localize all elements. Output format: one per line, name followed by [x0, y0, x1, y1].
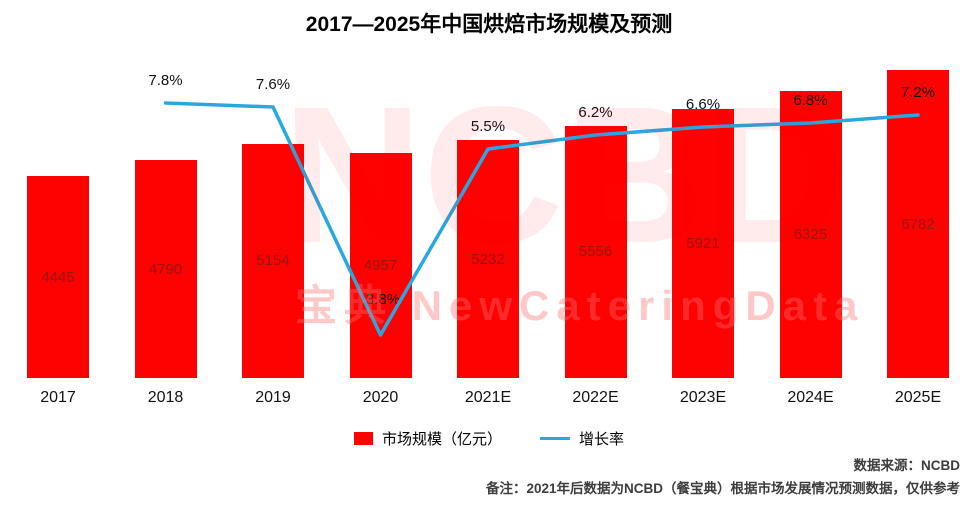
x-tick-2025E: 2025E — [894, 389, 942, 406]
x-tick-2017: 2017 — [40, 389, 76, 406]
growth-label-2022E: 6.2% — [578, 104, 613, 121]
line-swatch-icon — [540, 437, 570, 440]
growth-label-2025E: 7.2% — [900, 84, 936, 101]
legend-item-market-size: 市场规模（亿元） — [353, 428, 502, 449]
bar-2018: 4790 — [134, 160, 197, 378]
bar-2025E: 6782 — [887, 70, 949, 378]
notes: 数据来源：NCBD 备注：2021年后数据为NCBD（餐宝典）根据市场发展情况预… — [486, 454, 960, 500]
growth-label-2019: 7.6% — [255, 76, 291, 93]
x-tick-2022E: 2022E — [572, 389, 619, 406]
bar-value-label-2018: 4790 — [148, 260, 183, 278]
x-tick-2018: 2018 — [147, 389, 184, 406]
legend-line-label: 增长率 — [579, 431, 625, 448]
bar-swatch-icon — [353, 432, 373, 445]
bar-value-label-2020: 4957 — [363, 256, 398, 274]
bar-value-label-2023E: 5921 — [686, 235, 720, 253]
chart-title: 2017—2025年中国烘焙市场规模及预测 — [305, 13, 673, 36]
bar-value-label-2025E: 6782 — [901, 215, 935, 233]
bar-2022E: 5556 — [564, 125, 627, 378]
growth-label-2023E: 6.6% — [685, 96, 721, 113]
legend-item-growth-rate: 增长率 — [540, 428, 624, 449]
legend-bar-label: 市场规模（亿元） — [381, 431, 502, 448]
growth-label-2024E: 6.8% — [793, 92, 828, 109]
legend: 市场规模（亿元） 增长率 — [0, 428, 978, 449]
bar-2017: 4445 — [27, 176, 89, 378]
bar-value-label-2024E: 6325 — [793, 225, 828, 243]
bar-2021E: 5232 — [457, 140, 519, 378]
x-tick-2021E: 2021E — [464, 389, 512, 406]
bar-2020: 4957 — [349, 152, 412, 378]
bar-2023E: 5921 — [672, 109, 734, 378]
bar-value-label-2017: 4445 — [41, 268, 75, 286]
data-source-note: 数据来源：NCBD — [853, 458, 961, 473]
bar-value-label-2022E: 5556 — [578, 243, 613, 261]
growth-label-2021E: 5.5% — [470, 118, 506, 135]
x-tick-2020: 2020 — [362, 389, 399, 406]
x-tick-2024E: 2024E — [787, 389, 834, 406]
bar-2019: 5154 — [242, 143, 304, 378]
bar-value-label-2021E: 5232 — [471, 250, 505, 268]
x-tick-2019: 2019 — [255, 389, 291, 406]
remark-note: 备注：2021年后数据为NCBD（餐宝典）根据市场发展情况预测数据，仅供参考 — [485, 481, 960, 496]
bar-value-label-2019: 5154 — [256, 252, 290, 270]
bar-2024E: 6325 — [779, 90, 842, 378]
growth-label-2020: -3.8% — [360, 291, 401, 308]
x-tick-2023E: 2023E — [679, 389, 727, 406]
growth-label-2018: 7.8% — [148, 72, 183, 89]
